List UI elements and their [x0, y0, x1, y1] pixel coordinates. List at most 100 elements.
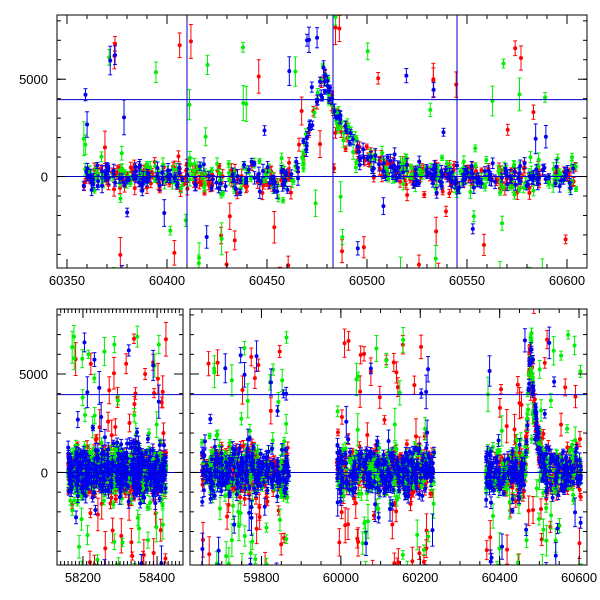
top-blue-point	[320, 95, 325, 100]
top-blue-point	[518, 179, 523, 184]
top-blue-point	[283, 178, 288, 183]
top-blue-point	[470, 226, 475, 231]
top-red-point	[271, 305, 275, 309]
top-red-point	[144, 185, 149, 190]
top-blue-point	[117, 176, 122, 181]
top-blue-point	[543, 134, 548, 139]
top-red-point	[398, 179, 403, 184]
top-blue-points	[81, 26, 576, 268]
top-green-point	[112, 282, 116, 286]
top-panel: 60350 60400 60450 60500 60550 60600 0 5000	[19, 14, 588, 309]
bl-red-point	[161, 431, 166, 436]
top-red-point	[436, 276, 440, 280]
top-blue-point	[177, 170, 182, 175]
top-x-tick-label: 60500	[349, 273, 385, 288]
top-blue-point	[411, 182, 416, 187]
top-green-point	[219, 236, 224, 241]
top-red-point	[416, 262, 421, 267]
top-blue-point	[413, 171, 418, 176]
top-green-point	[119, 151, 124, 156]
top-blue-point	[126, 177, 131, 182]
top-blue-point	[122, 182, 127, 187]
top-panel-frame	[56, 14, 588, 269]
top-blue-point	[482, 169, 487, 174]
top-green-point	[496, 169, 501, 174]
top-green-point	[219, 192, 224, 197]
top-blue-point	[272, 188, 277, 193]
top-red-point	[232, 238, 237, 243]
top-green-point	[498, 190, 503, 195]
top-blue-point	[471, 185, 476, 190]
top-red-point	[333, 25, 338, 30]
top-blue-point	[357, 162, 362, 167]
top-red-point	[518, 55, 523, 60]
top-blue-point	[143, 178, 148, 183]
top-blue-point	[443, 167, 448, 172]
top-blue-point	[534, 167, 539, 172]
top-green-point	[458, 169, 463, 174]
top-red-point	[318, 142, 323, 147]
top-blue-point	[326, 88, 331, 93]
top-green-point	[187, 102, 192, 107]
top-red-point	[337, 26, 342, 31]
top-green-point	[500, 221, 505, 226]
top-green-point	[240, 45, 245, 50]
top-blue-point	[89, 187, 94, 192]
top-red-point	[340, 249, 345, 254]
top-blue-point	[108, 58, 113, 63]
top-green-point	[118, 167, 123, 172]
bl-red-point	[129, 540, 134, 545]
top-blue-point	[242, 162, 247, 167]
top-blue-point	[479, 181, 484, 186]
top-red-point	[505, 127, 510, 132]
top-blue-point	[434, 190, 439, 195]
top-blue-point	[284, 170, 289, 175]
top-blue-point	[95, 163, 100, 168]
top-blue-point	[571, 166, 576, 171]
top-red-point	[244, 184, 249, 189]
top-blue-point	[439, 184, 444, 189]
top-blue-point	[318, 79, 323, 84]
top-green-point	[340, 235, 345, 240]
top-green-point	[353, 134, 358, 139]
top-blue-point	[257, 189, 262, 194]
top-blue-point	[174, 183, 179, 188]
top-red-point	[422, 192, 427, 197]
top-blue-point	[503, 167, 508, 172]
top-green-point	[521, 185, 526, 190]
top-blue-point	[304, 135, 309, 140]
top-green-point	[483, 185, 488, 190]
top-blue-point	[209, 185, 214, 190]
top-green-point	[153, 70, 158, 75]
top-red-point	[377, 166, 382, 171]
top-green-point	[118, 196, 123, 201]
top-blue-point	[210, 177, 215, 182]
top-red-point	[176, 154, 181, 159]
top-green-point	[333, 15, 338, 19]
top-red-point	[112, 187, 117, 192]
top-blue-point	[524, 183, 529, 188]
top-blue-point	[307, 37, 312, 42]
top-green-point	[471, 214, 476, 219]
top-green-point	[543, 95, 548, 100]
top-green-point	[312, 110, 317, 115]
top-blue-point	[238, 190, 243, 195]
top-blue-point	[404, 162, 409, 167]
top-red-point	[206, 181, 211, 186]
bl-red-point	[131, 336, 136, 341]
top-green-point	[300, 155, 305, 160]
top-blue-point	[529, 177, 534, 182]
top-green-point	[281, 198, 286, 203]
top-blue-point	[392, 163, 397, 168]
top-blue-point	[134, 169, 139, 174]
top-blue-point	[301, 138, 306, 143]
top-blue-point	[156, 175, 161, 180]
top-blue-point	[267, 181, 272, 186]
top-blue-point	[365, 156, 370, 161]
top-red-point	[405, 193, 410, 198]
top-red-point	[128, 165, 133, 170]
top-blue-point	[133, 176, 138, 181]
top-green-point	[217, 170, 222, 175]
top-blue-point	[535, 177, 540, 182]
